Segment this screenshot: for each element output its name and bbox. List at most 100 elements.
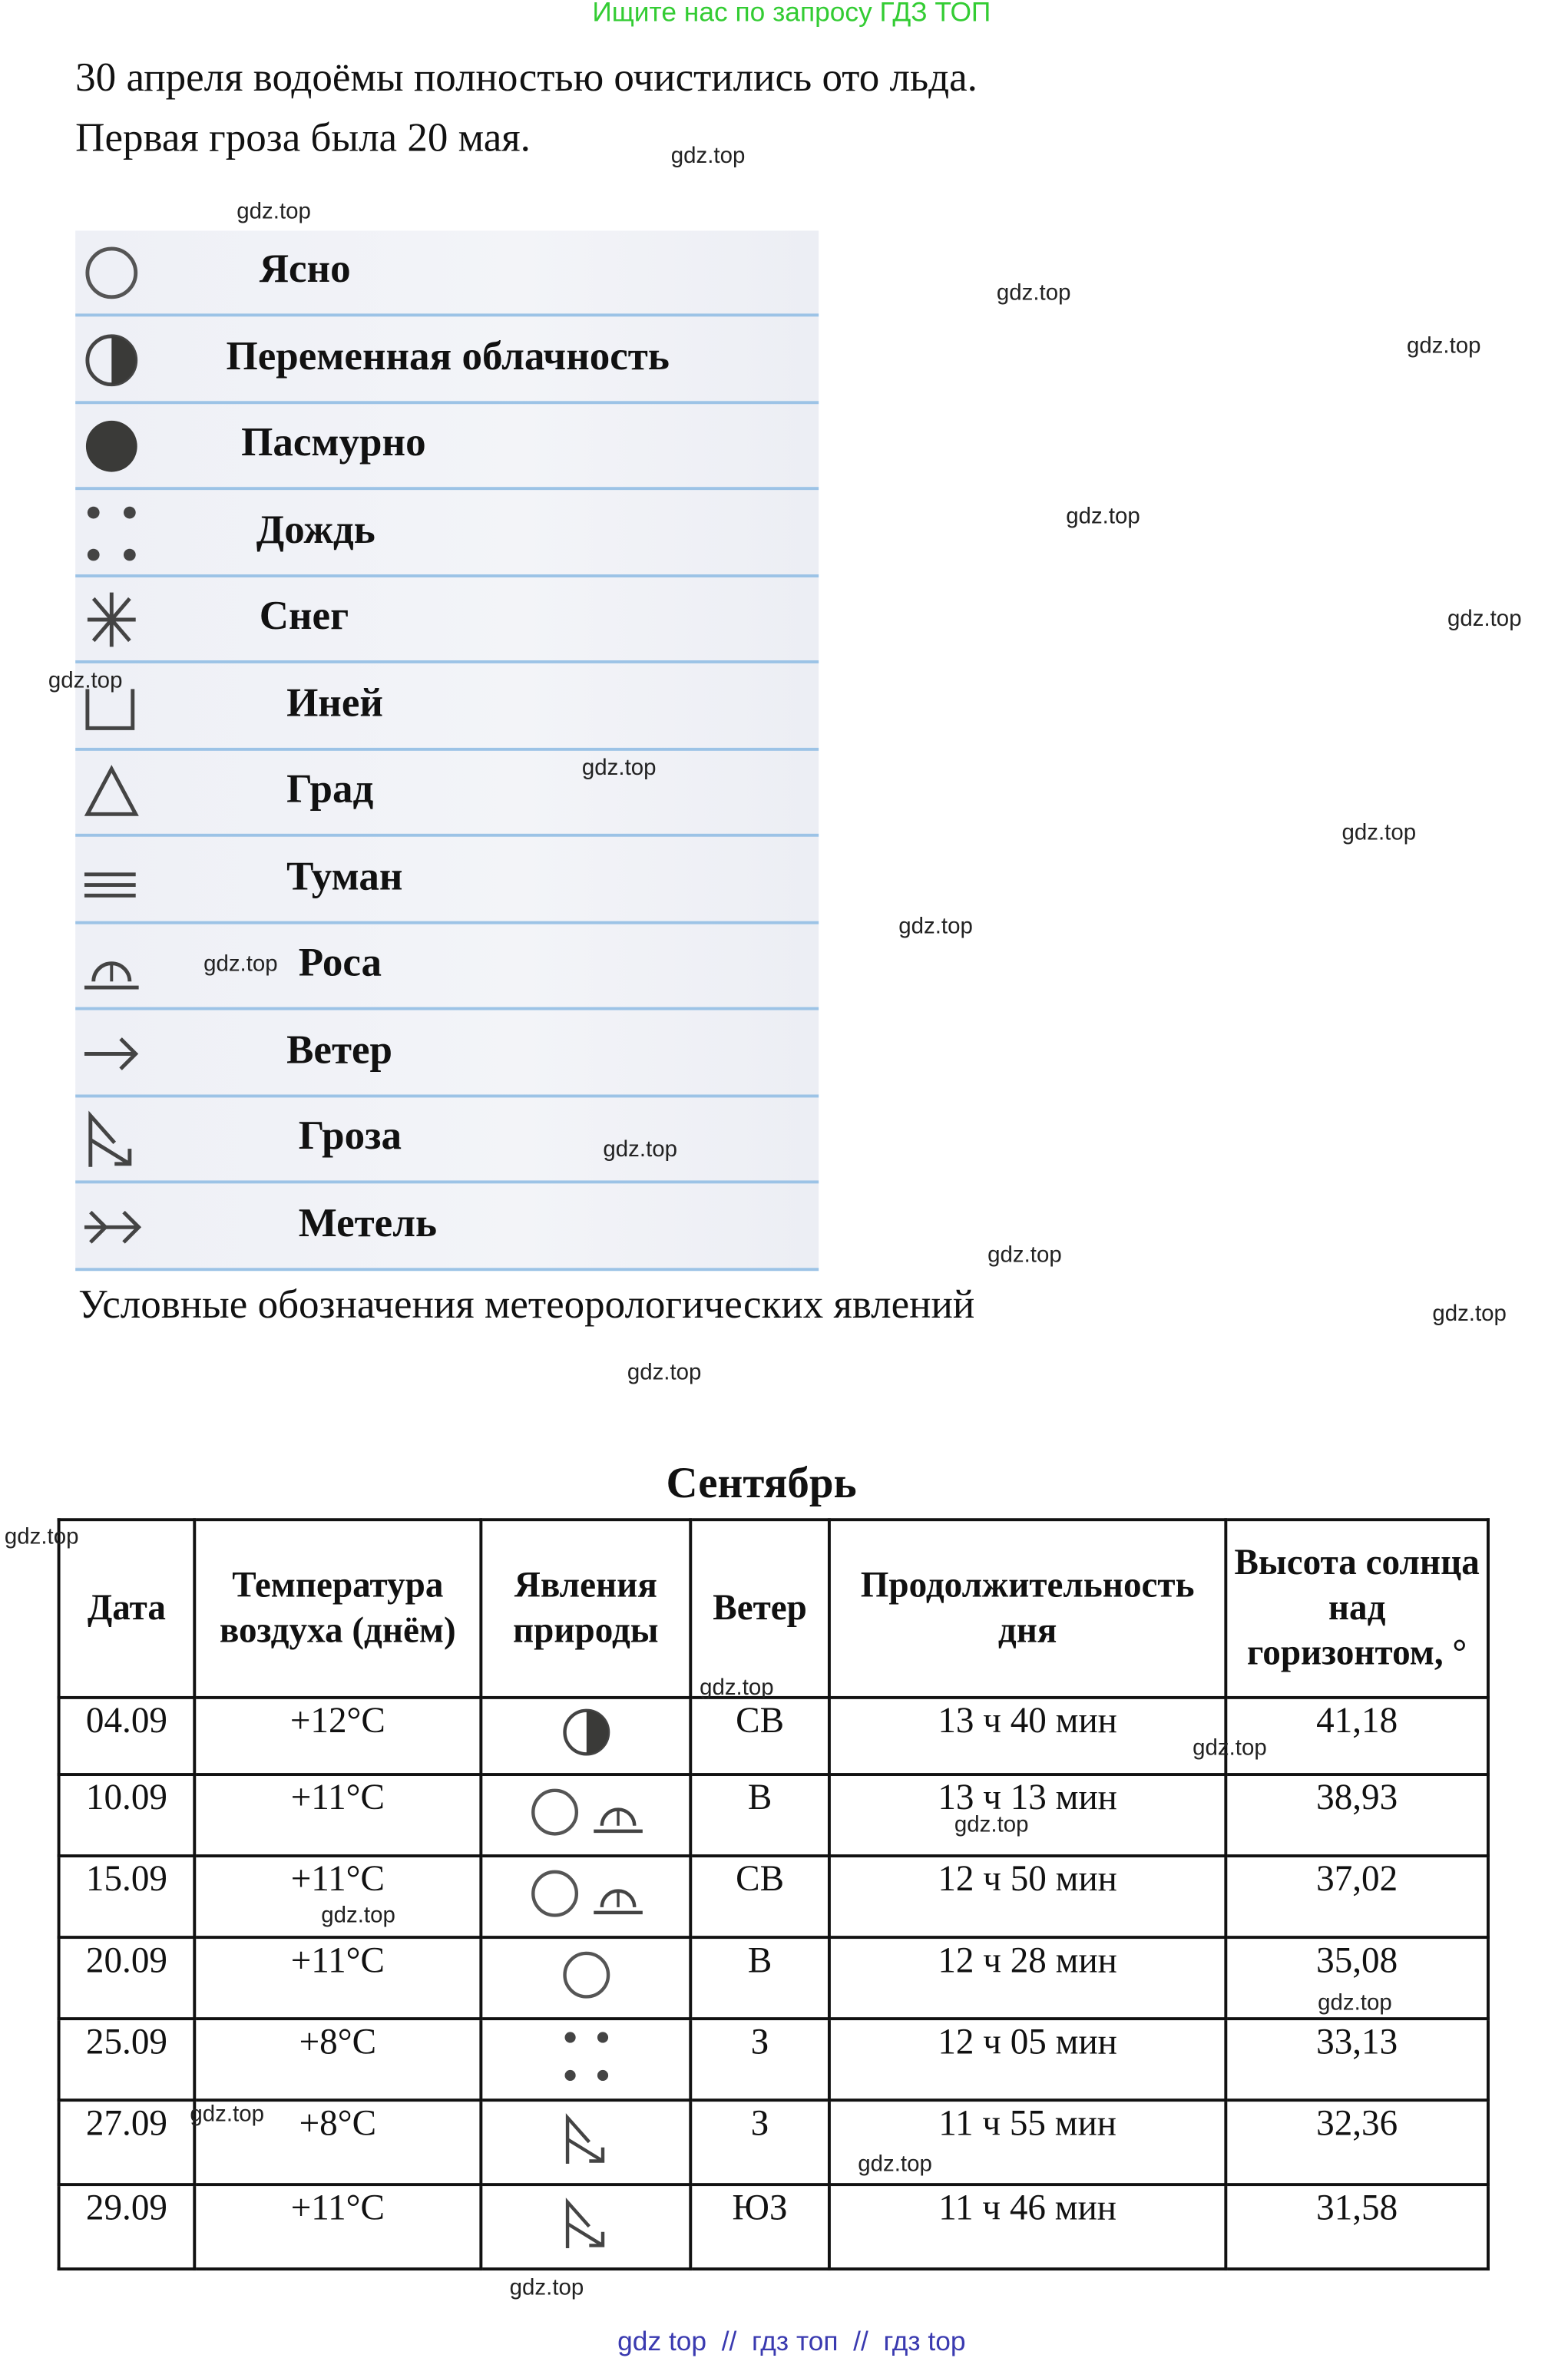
watermark: gdz.top bbox=[321, 1902, 395, 1929]
weather-table: Дата Температура воздуха (днём) Явления пр… bbox=[57, 1518, 1490, 2271]
temperature-cell: +11°C bbox=[193, 2183, 483, 2271]
date-cell: 20.09 bbox=[57, 1936, 197, 2021]
watermark: gdz.top bbox=[1432, 1301, 1507, 1327]
intro-line-1: 30 апреля водоёмы полностью очистились о… bbox=[75, 54, 978, 100]
watermark: gdz.top bbox=[190, 2102, 265, 2128]
phenomena-cell bbox=[479, 2183, 693, 2271]
table-row: 15.09 +11°C СВ 12 ч 50 мин 37,02 bbox=[57, 1854, 1490, 1940]
snow-asterisk-icon bbox=[87, 592, 136, 647]
clear-circle-icon bbox=[531, 1788, 578, 1835]
day-length-cell: 11 ч 55 мин bbox=[827, 2098, 1228, 2187]
thunderstorm-icon bbox=[564, 2112, 604, 2164]
wind-cell: В bbox=[689, 1773, 831, 1858]
legend-row: Гроза bbox=[75, 1097, 819, 1184]
sun-height-cell: 31,58 bbox=[1224, 2183, 1490, 2271]
legend-label: Иней bbox=[286, 679, 383, 725]
clear-circle-icon bbox=[531, 1869, 578, 1916]
sun-height-cell: 41,18 bbox=[1224, 1695, 1490, 1777]
column-header: Температура воздуха (днём) bbox=[193, 1518, 483, 1699]
watermark: gdz.top bbox=[1406, 332, 1481, 359]
watermark: gdz.top bbox=[627, 1360, 702, 1386]
watermark: gdz.top bbox=[237, 199, 311, 225]
watermark: gdz.top bbox=[1318, 1989, 1392, 2016]
rain-dots-icon bbox=[564, 2031, 608, 2081]
column-header: Высота солнца над горизонтом, ° bbox=[1224, 1518, 1490, 1699]
wind-arrow-icon bbox=[84, 1037, 139, 1070]
table-row: 04.09 +12°C СВ 13 ч 40 мин 41,18 bbox=[57, 1695, 1490, 1777]
legend-row: Туман bbox=[75, 838, 819, 924]
sun-height-cell: 32,36 bbox=[1224, 2098, 1490, 2187]
legend-caption: Условные обозначения метеорологических я… bbox=[78, 1281, 975, 1327]
wind-cell: З bbox=[689, 2098, 831, 2187]
watermark: gdz.top bbox=[670, 143, 746, 169]
legend-row: Переменная облачность bbox=[75, 317, 819, 404]
dew-icon bbox=[593, 1807, 642, 1833]
watermark: gdz.top bbox=[1341, 820, 1417, 846]
day-length-cell: 12 ч 50 мин bbox=[827, 1854, 1228, 1940]
legend-row: Иней bbox=[75, 664, 819, 750]
day-length-cell: 13 ч 13 мин bbox=[827, 1773, 1228, 1858]
temperature-cell: +8°C bbox=[193, 2017, 483, 2102]
watermark: gdz.top bbox=[996, 280, 1071, 306]
date-cell: 15.09 bbox=[57, 1854, 197, 1940]
watermark: gdz.top bbox=[700, 1675, 774, 1701]
fog-lines-icon bbox=[84, 871, 136, 897]
dew-icon bbox=[593, 1888, 642, 1914]
watermark: gdz.top bbox=[4, 1524, 79, 1550]
dew-icon bbox=[84, 961, 139, 990]
phenomena-cell bbox=[479, 1854, 693, 1940]
temperature-cell: +8°C bbox=[193, 2098, 483, 2187]
temperature-cell: +11°C bbox=[193, 1936, 483, 2021]
search-banner: Ищите нас по запросу ГДЗ ТОП bbox=[592, 0, 991, 28]
legend-label: Роса bbox=[298, 939, 382, 985]
blizzard-icon bbox=[84, 1209, 142, 1243]
wind-cell: З bbox=[689, 2017, 831, 2102]
watermark: gdz.top bbox=[987, 1242, 1062, 1268]
wind-cell: СВ bbox=[689, 1854, 831, 1940]
watermark: gdz.top bbox=[898, 913, 973, 940]
phenomena-cell bbox=[479, 2098, 693, 2187]
thunderstorm-icon bbox=[564, 2197, 604, 2247]
column-header: Ветер bbox=[689, 1518, 831, 1699]
column-header: Продолжительность дня bbox=[827, 1518, 1228, 1699]
date-cell: 29.09 bbox=[57, 2183, 197, 2271]
phenomena-cell bbox=[479, 1936, 693, 2021]
legend-row: Пасмурно bbox=[75, 404, 819, 491]
legend-label: Туман bbox=[286, 852, 403, 898]
temperature-cell: +12°C bbox=[193, 1695, 483, 1777]
sun-height-cell: 33,13 bbox=[1224, 2017, 1490, 2102]
date-cell: 27.09 bbox=[57, 2098, 197, 2187]
legend-row: Снег bbox=[75, 577, 819, 663]
watermark: gdz.top bbox=[509, 2274, 584, 2301]
watermark: gdz.top bbox=[48, 667, 123, 694]
legend-row: Роса bbox=[75, 924, 819, 1010]
sun-height-cell: 37,02 bbox=[1224, 1854, 1490, 1940]
watermark: gdz.top bbox=[1193, 1735, 1267, 1761]
legend-label: Ветер bbox=[286, 1026, 393, 1072]
phenomena-cell bbox=[479, 1773, 693, 1858]
filled-circle-icon bbox=[85, 420, 137, 472]
watermark: gdz.top bbox=[858, 2151, 932, 2178]
watermark: gdz.top bbox=[1447, 606, 1522, 632]
wind-cell: В bbox=[689, 1936, 831, 2021]
wind-cell: ЮЗ bbox=[689, 2183, 831, 2271]
clear-circle-icon bbox=[562, 1950, 610, 1998]
date-cell: 04.09 bbox=[57, 1695, 197, 1777]
legend-label: Снег bbox=[259, 592, 349, 638]
watermark: gdz.top bbox=[581, 755, 657, 782]
legend-row: Метель bbox=[75, 1184, 819, 1271]
footer-links: gdz top // гдз топ // гдз top bbox=[617, 2326, 966, 2356]
clear-circle-icon bbox=[85, 246, 138, 299]
watermark: gdz.top bbox=[954, 1812, 1029, 1838]
day-length-cell: 12 ч 28 мин bbox=[827, 1936, 1228, 2021]
table-row: 10.09 +11°C В 13 ч 13 мин 38,93 bbox=[57, 1773, 1490, 1858]
legend-label: Гроза bbox=[298, 1113, 402, 1158]
legend-label: Переменная облачность bbox=[226, 332, 670, 378]
column-header: Явления природы bbox=[479, 1518, 693, 1699]
half-filled-circle-icon bbox=[562, 1708, 610, 1756]
legend-label: Ясно bbox=[259, 246, 351, 291]
table-row: 27.09 +8°C З 11 ч 55 мин 32,36 bbox=[57, 2098, 1490, 2187]
phenomena-cell bbox=[479, 2017, 693, 2102]
phenomena-cell bbox=[479, 1695, 693, 1777]
